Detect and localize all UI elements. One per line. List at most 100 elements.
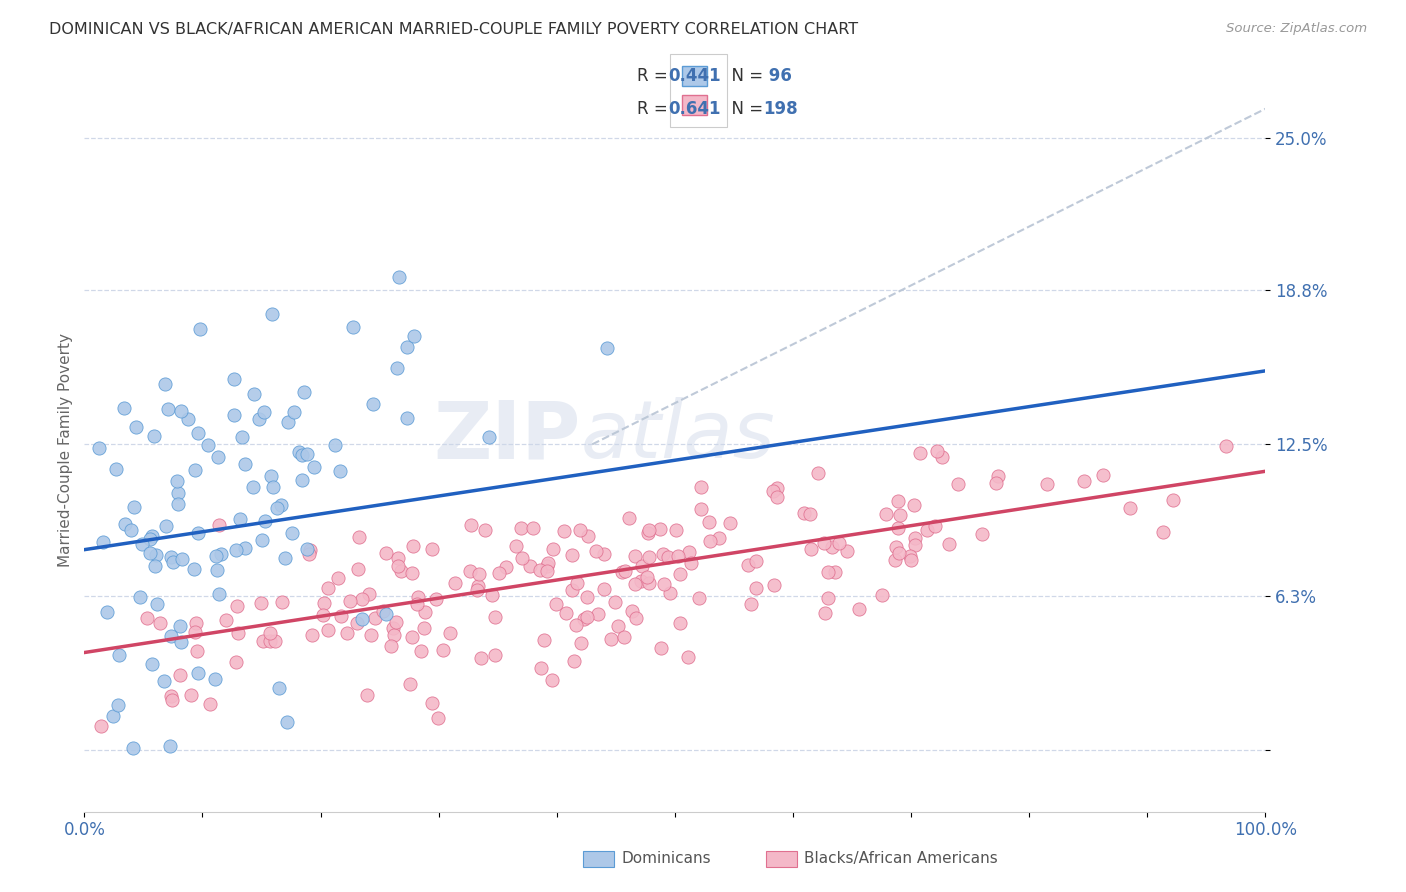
Point — [536, 558, 558, 573]
Point — [505, 539, 527, 553]
Point — [510, 521, 533, 535]
Text: N =: N = — [721, 100, 769, 118]
Point — [252, 634, 274, 648]
Point — [817, 565, 839, 579]
Text: 0.441: 0.441 — [668, 67, 720, 85]
Text: Source: ZipAtlas.com: Source: ZipAtlas.com — [1226, 22, 1367, 36]
Point — [1118, 500, 1140, 515]
Point — [146, 597, 169, 611]
Point — [561, 549, 583, 563]
Point — [546, 597, 568, 611]
Point — [226, 626, 249, 640]
Point — [817, 591, 839, 605]
Point — [610, 565, 633, 579]
Point — [887, 545, 910, 559]
Point — [208, 587, 231, 601]
Point — [946, 477, 969, 491]
Point — [650, 641, 672, 656]
Point — [484, 610, 506, 624]
Point — [122, 500, 145, 514]
Point — [159, 550, 181, 565]
Point — [197, 438, 219, 452]
Point — [697, 515, 720, 529]
Point — [198, 697, 221, 711]
Point — [176, 412, 198, 426]
Point — [326, 571, 349, 585]
Point — [349, 530, 371, 544]
Point — [848, 602, 870, 616]
Point — [352, 592, 374, 607]
Point — [444, 575, 467, 590]
Point — [827, 536, 849, 550]
Point — [678, 545, 700, 559]
Point — [530, 661, 553, 675]
Point — [229, 512, 252, 526]
Point — [432, 643, 454, 657]
Point — [401, 630, 423, 644]
Point — [346, 615, 368, 630]
Point — [162, 692, 184, 706]
Point — [222, 409, 245, 423]
Point — [689, 480, 711, 494]
Point — [260, 307, 283, 321]
Point — [565, 618, 588, 632]
Point — [162, 555, 184, 569]
Point — [364, 610, 387, 624]
Point — [636, 570, 658, 584]
Point — [262, 480, 284, 494]
Point — [382, 621, 405, 635]
Point — [807, 466, 830, 480]
Point — [405, 597, 427, 611]
Point — [120, 523, 142, 537]
Point — [427, 711, 450, 725]
Point — [603, 595, 626, 609]
Point — [607, 619, 630, 633]
Point — [664, 524, 686, 538]
Point — [380, 639, 402, 653]
Point — [439, 626, 461, 640]
Point — [205, 563, 228, 577]
Point — [669, 615, 692, 630]
Point — [652, 577, 675, 591]
Point — [96, 605, 118, 619]
Point — [187, 526, 209, 541]
Point — [188, 321, 211, 335]
Point — [159, 739, 181, 754]
Point — [209, 547, 232, 561]
Point — [986, 476, 1008, 491]
Point — [676, 650, 699, 665]
Point — [231, 430, 253, 444]
Point — [621, 604, 644, 618]
Point — [242, 480, 264, 494]
Point — [352, 611, 374, 625]
Point — [576, 609, 599, 624]
Point — [225, 655, 247, 669]
Point — [657, 550, 679, 565]
Point — [458, 564, 481, 578]
Point — [143, 428, 166, 442]
Point — [630, 574, 652, 589]
Point — [260, 468, 283, 483]
Point — [470, 650, 492, 665]
Point — [291, 448, 314, 462]
Text: 198: 198 — [763, 100, 799, 118]
Text: 96: 96 — [763, 67, 793, 85]
Point — [886, 541, 908, 555]
Point — [613, 630, 636, 644]
Text: R =: R = — [637, 100, 673, 118]
Point — [884, 553, 907, 567]
Point — [235, 541, 257, 555]
Point — [172, 552, 194, 566]
Point — [931, 450, 953, 464]
Point — [295, 448, 318, 462]
Point — [596, 342, 619, 356]
Point — [361, 397, 384, 411]
Point — [927, 444, 949, 458]
Point — [477, 429, 499, 443]
Point — [900, 553, 922, 567]
Point — [205, 549, 228, 563]
Point — [396, 410, 419, 425]
Point — [269, 681, 291, 695]
Point — [243, 387, 266, 401]
Point — [253, 405, 276, 419]
